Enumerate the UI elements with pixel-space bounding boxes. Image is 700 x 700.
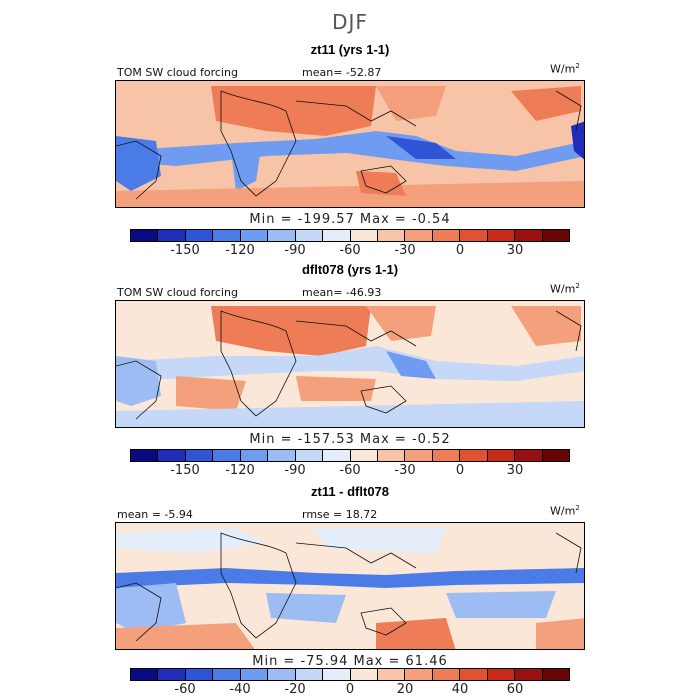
colorbar-swatch (295, 230, 324, 241)
colorbar-tick-label: 30 (506, 243, 524, 258)
colorbar-swatch (377, 669, 406, 680)
panel2-title: dflt078 (yrs 1-1) (301, 262, 399, 277)
colorbar-swatch (542, 230, 569, 241)
colorbar-tick-label: 0 (345, 682, 355, 697)
colorbar-swatch (350, 450, 378, 461)
colorbar-tick-label: 20 (396, 682, 414, 697)
colorbar-tick-label: -20 (284, 682, 306, 697)
colorbar-swatch (240, 230, 269, 241)
colorbar-tick-label: -60 (174, 682, 196, 697)
panel1-units: W/m2 (550, 62, 580, 76)
colorbar-swatch (542, 450, 569, 461)
colorbar-swatch (487, 450, 516, 461)
colorbar-swatch (515, 669, 543, 680)
colorbar-swatch (185, 230, 214, 241)
colorbar-swatch (131, 230, 159, 241)
colorbar-swatch (185, 450, 214, 461)
panel3-title: zt11 - dflt078 (310, 484, 390, 499)
colorbar-swatch (460, 669, 488, 680)
colorbar-tick-label: -120 (225, 463, 255, 478)
colorbar-swatch (323, 230, 351, 241)
colorbar-swatch (213, 230, 241, 241)
colorbar-swatch (158, 450, 186, 461)
colorbar-tick-label: 30 (506, 463, 524, 478)
colorbar-tick-label: -150 (170, 463, 200, 478)
panel3-units: W/m2 (550, 504, 580, 518)
colorbar-swatch (487, 669, 516, 680)
panel3-map (115, 522, 585, 650)
panel3-mean-label: mean = -5.94 (117, 508, 193, 521)
colorbar-tick-label: -30 (394, 243, 416, 258)
colorbar-swatch (268, 450, 296, 461)
colorbar-swatch (131, 450, 159, 461)
page-title: DJF (332, 10, 368, 34)
colorbar-swatch (405, 230, 433, 241)
colorbar-diff (130, 668, 570, 681)
colorbar-swatch (432, 669, 461, 680)
colorbar-swatch (213, 669, 241, 680)
panel1-field-label: TOM SW cloud forcing (117, 66, 238, 79)
colorbar-swatch (240, 669, 269, 680)
colorbar-swatch (405, 669, 433, 680)
colorbar-swatch (268, 669, 296, 680)
colorbar-swatch (515, 230, 543, 241)
panel1-map (115, 80, 585, 208)
colorbar-swatch (515, 450, 543, 461)
colorbar-top-2-ticks: -150 -120 -90 -60 -30 0 30 (130, 463, 570, 479)
panel3-rmse-label: rmse = 18.72 (302, 508, 378, 521)
colorbar-tick-label: -90 (284, 463, 306, 478)
colorbar-tick-label: -150 (170, 243, 200, 258)
colorbar-swatch (323, 450, 351, 461)
colorbar-tick-label: -60 (339, 243, 361, 258)
colorbar-tick-label: 40 (451, 682, 469, 697)
colorbar-tick-label: -40 (229, 682, 251, 697)
colorbar-tick-label: -90 (284, 243, 306, 258)
panel1-minmax: Min = -199.57 Max = -0.54 (249, 212, 451, 227)
colorbar-swatch (158, 230, 186, 241)
colorbar-tick-label: -120 (225, 243, 255, 258)
colorbar-swatch (405, 450, 433, 461)
panel2-units: W/m2 (550, 282, 580, 296)
panel2-minmax: Min = -157.53 Max = -0.52 (249, 432, 451, 447)
colorbar-swatch (460, 230, 488, 241)
colorbar-tick-label: -30 (394, 463, 416, 478)
colorbar-top-1-ticks: -150 -120 -90 -60 -30 0 30 (130, 243, 570, 259)
colorbar-tick-label: 0 (455, 243, 465, 258)
colorbar-swatch (460, 450, 488, 461)
panel1-title: zt11 (yrs 1-1) (310, 42, 390, 57)
colorbar-swatch (158, 669, 186, 680)
colorbar-swatch (432, 230, 461, 241)
colorbar-swatch (377, 450, 406, 461)
colorbar-swatch (487, 230, 516, 241)
colorbar-swatch (323, 669, 351, 680)
colorbar-tick-label: -60 (339, 463, 361, 478)
colorbar-swatch (185, 669, 214, 680)
colorbar-swatch (377, 230, 406, 241)
colorbar-swatch (432, 450, 461, 461)
panel2-map (115, 300, 585, 428)
panel3-minmax: Min = -75.94 Max = 61.46 (252, 654, 448, 669)
colorbar-swatch (295, 669, 324, 680)
colorbar-swatch (213, 450, 241, 461)
colorbar-swatch (268, 230, 296, 241)
colorbar-top-1 (130, 229, 570, 242)
colorbar-swatch (240, 450, 269, 461)
panel2-mean-label: mean= -46.93 (302, 286, 382, 299)
panel2-field-label: TOM SW cloud forcing (117, 286, 238, 299)
colorbar-swatch (131, 669, 159, 680)
colorbar-tick-label: 0 (455, 463, 465, 478)
panel1-mean-label: mean= -52.87 (302, 66, 382, 79)
colorbar-top-2 (130, 449, 570, 462)
colorbar-swatch (295, 450, 324, 461)
colorbar-diff-ticks: -60 -40 -20 0 20 40 60 (130, 682, 570, 698)
colorbar-tick-label: 60 (506, 682, 524, 697)
colorbar-swatch (542, 669, 569, 680)
colorbar-swatch (350, 669, 378, 680)
colorbar-swatch (350, 230, 378, 241)
